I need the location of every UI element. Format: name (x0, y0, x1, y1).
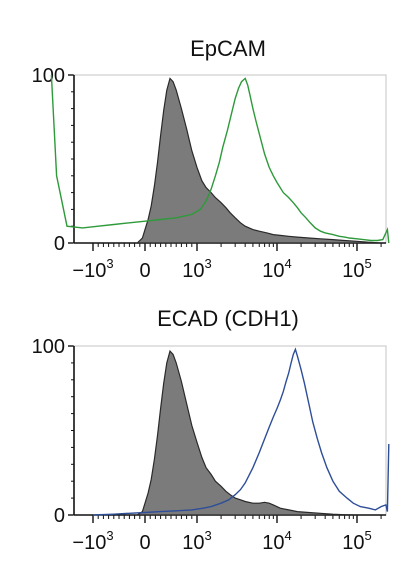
ecad-panel: ECAD (CDH1) 0 100 −103 0 103 104 105 (32, 306, 390, 554)
y-tick-label: 0 (54, 233, 65, 255)
ecad-control-histogram (135, 349, 358, 516)
x-tick-label: −103 (72, 256, 113, 282)
x-tick-label: 104 (262, 256, 291, 282)
epcam-histograms (50, 74, 390, 244)
x-tick-label: 0 (139, 260, 150, 282)
x-tick-label: 103 (182, 256, 211, 282)
epcam-x-ticks: −103 0 103 104 105 (72, 243, 382, 282)
x-tick-label: −103 (72, 528, 113, 554)
ecad-sample-histogram (92, 347, 390, 516)
epcam-sample-histogram (50, 74, 390, 244)
y-tick-label: 100 (32, 336, 65, 358)
ecad-y-ticks: 0 100 (32, 336, 74, 527)
x-tick-label: 104 (262, 528, 291, 554)
x-tick-label: 105 (342, 528, 371, 554)
epcam-panel: EpCAM 0 100 −103 0 103 104 105 (32, 36, 390, 282)
ecad-histograms (73, 345, 390, 516)
ecad-x-ticks: −103 0 103 104 105 (72, 515, 382, 554)
x-tick-label: 105 (342, 256, 371, 282)
y-tick-label: 0 (54, 505, 65, 527)
epcam-y-ticks: 0 100 (32, 65, 74, 255)
epcam-control-histogram (135, 77, 382, 244)
plot-frame (73, 345, 387, 516)
epcam-title: EpCAM (190, 36, 266, 61)
ecad-title: ECAD (CDH1) (157, 306, 299, 331)
x-tick-label: 0 (139, 532, 150, 554)
x-tick-label: 103 (182, 528, 211, 554)
y-tick-label: 100 (32, 65, 65, 87)
